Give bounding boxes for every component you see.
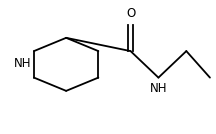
Text: NH: NH <box>13 57 31 70</box>
Text: NH: NH <box>150 82 167 95</box>
Text: O: O <box>126 8 135 21</box>
